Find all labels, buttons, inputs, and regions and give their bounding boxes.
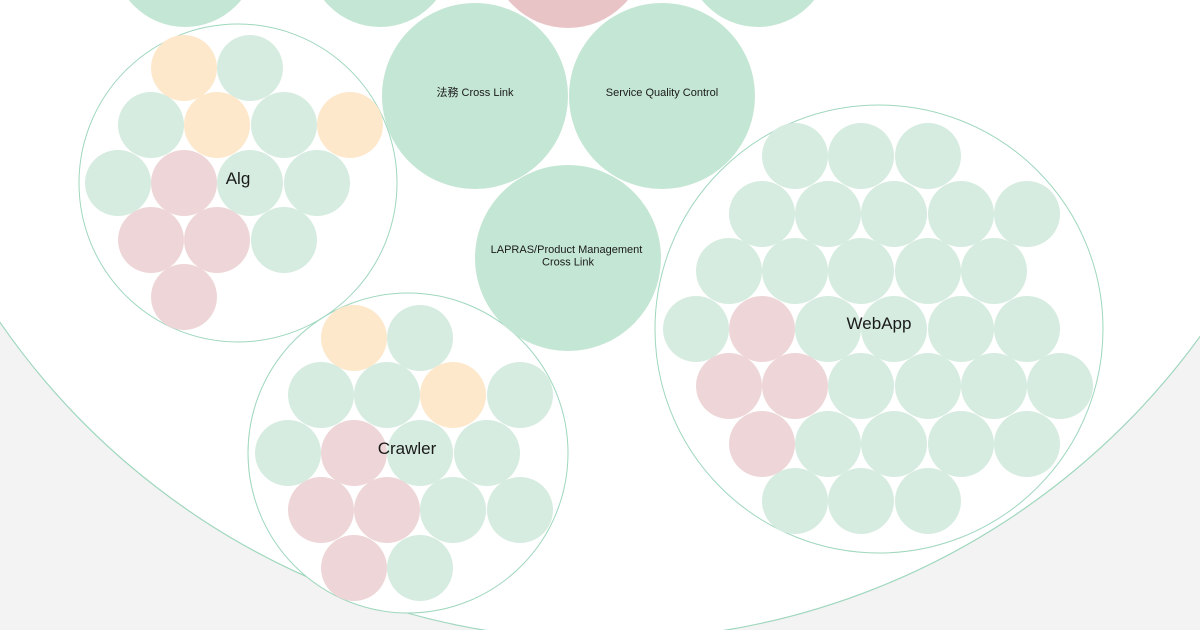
top-circle-right (701, 0, 815, 27)
webapp-member-circle-23[interactable] (895, 353, 961, 419)
webapp-member-circle-8[interactable] (994, 181, 1060, 247)
webapp-member-circle-21[interactable] (762, 353, 828, 419)
webapp-member-circle-18[interactable] (928, 296, 994, 362)
alg-member-circle-9[interactable] (217, 150, 283, 216)
group-alg-label: Alg (226, 169, 251, 188)
webapp-member-circle-1[interactable] (762, 123, 828, 189)
webapp-member-circle-14[interactable] (663, 296, 729, 362)
webapp-member-circle-32[interactable] (828, 468, 894, 534)
crawler-member-circle-11[interactable] (288, 477, 354, 543)
alg-member-circle-4[interactable] (184, 92, 250, 158)
crawler-member-circle-14[interactable] (487, 477, 553, 543)
crawler-member-circle-3[interactable] (288, 362, 354, 428)
webapp-member-circle-24[interactable] (961, 353, 1027, 419)
alg-member-circle-12[interactable] (184, 207, 250, 273)
crawler-member-circle-5[interactable] (420, 362, 486, 428)
member-circles (85, 35, 1093, 601)
webapp-member-circle-2[interactable] (828, 123, 894, 189)
webapp-member-circle-7[interactable] (928, 181, 994, 247)
webapp-member-circle-29[interactable] (928, 411, 994, 477)
webapp-member-circle-20[interactable] (696, 353, 762, 419)
team-sqc-label: Service Quality Control (606, 87, 719, 99)
alg-member-circle-13[interactable] (251, 207, 317, 273)
webapp-member-circle-25[interactable] (1027, 353, 1093, 419)
top-circle-center-left (323, 0, 437, 27)
alg-member-circle-11[interactable] (118, 207, 184, 273)
crawler-member-circle-2[interactable] (387, 305, 453, 371)
crawler-member-circle-7[interactable] (255, 420, 321, 486)
crawler-member-circle-9[interactable] (387, 420, 453, 486)
webapp-member-circle-13[interactable] (961, 238, 1027, 304)
webapp-member-circle-15[interactable] (729, 296, 795, 362)
alg-member-circle-7[interactable] (85, 150, 151, 216)
alg-member-circle-3[interactable] (118, 92, 184, 158)
alg-member-circle-1[interactable] (151, 35, 217, 101)
webapp-member-circle-33[interactable] (895, 468, 961, 534)
group-webapp-label: WebApp (847, 314, 912, 333)
crawler-member-circle-15[interactable] (321, 535, 387, 601)
webapp-member-circle-11[interactable] (828, 238, 894, 304)
team-lapras-label: LAPRAS/Product Management Cross Link (491, 244, 646, 269)
webapp-member-circle-3[interactable] (895, 123, 961, 189)
team-lapras-circle[interactable] (475, 165, 661, 351)
webapp-member-circle-26[interactable] (729, 411, 795, 477)
crawler-member-circle-8[interactable] (321, 420, 387, 486)
crawler-member-circle-4[interactable] (354, 362, 420, 428)
webapp-member-circle-6[interactable] (861, 181, 927, 247)
team-sqc-circle[interactable] (569, 3, 755, 189)
team-houmu-label: 法務 Cross Link (436, 85, 514, 99)
top-circle-left (128, 0, 242, 27)
alg-member-circle-2[interactable] (217, 35, 283, 101)
crawler-member-circle-6[interactable] (487, 362, 553, 428)
crawler-member-circle-13[interactable] (420, 477, 486, 543)
crawler-member-circle-16[interactable] (387, 535, 453, 601)
webapp-member-circle-17[interactable] (861, 296, 927, 362)
alg-member-circle-6[interactable] (317, 92, 383, 158)
top-circle-center (508, 0, 628, 28)
crawler-member-circle-1[interactable] (321, 305, 387, 371)
webapp-member-circle-27[interactable] (795, 411, 861, 477)
alg-member-circle-5[interactable] (251, 92, 317, 158)
alg-member-circle-10[interactable] (284, 150, 350, 216)
webapp-member-circle-28[interactable] (861, 411, 927, 477)
webapp-member-circle-10[interactable] (762, 238, 828, 304)
webapp-member-circle-31[interactable] (762, 468, 828, 534)
webapp-member-circle-4[interactable] (729, 181, 795, 247)
group-crawler-label: Crawler (378, 439, 437, 458)
alg-member-circle-14[interactable] (151, 264, 217, 330)
webapp-member-circle-12[interactable] (895, 238, 961, 304)
webapp-member-circle-16[interactable] (795, 296, 861, 362)
webapp-member-circle-19[interactable] (994, 296, 1060, 362)
team-houmu-circle[interactable] (382, 3, 568, 189)
webapp-member-circle-9[interactable] (696, 238, 762, 304)
crawler-member-circle-10[interactable] (454, 420, 520, 486)
webapp-member-circle-5[interactable] (795, 181, 861, 247)
webapp-member-circle-22[interactable] (828, 353, 894, 419)
webapp-member-circle-30[interactable] (994, 411, 1060, 477)
alg-member-circle-8[interactable] (151, 150, 217, 216)
crawler-member-circle-12[interactable] (354, 477, 420, 543)
